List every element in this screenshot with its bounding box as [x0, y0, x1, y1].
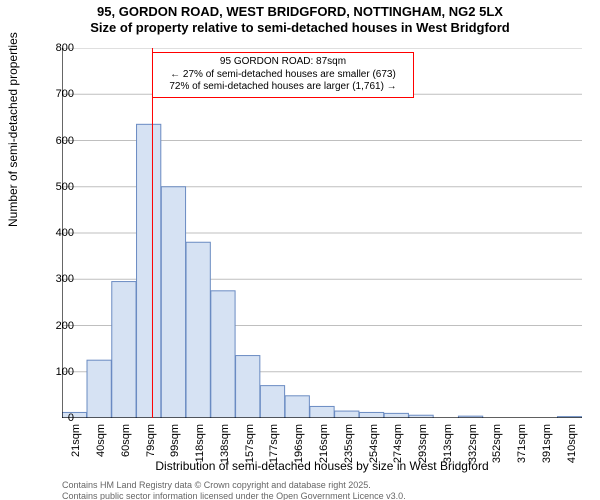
x-tick-label: 60sqm [120, 424, 132, 464]
callout-line-1: 95 GORDON ROAD: 87sqm [158, 56, 408, 69]
x-tick-label: 293sqm [417, 424, 429, 464]
x-tick-label: 138sqm [219, 424, 231, 464]
callout-line-2: ← 27% of semi-detached houses are smalle… [158, 69, 408, 82]
x-tick-label: 157sqm [244, 424, 256, 464]
x-tick-label: 40sqm [95, 424, 107, 464]
x-tick-label: 371sqm [516, 424, 528, 464]
x-tick-label: 235sqm [343, 424, 355, 464]
y-tick-label: 700 [24, 88, 74, 100]
x-tick-label: 332sqm [467, 424, 479, 464]
footer-line-1: Contains HM Land Registry data © Crown c… [62, 480, 406, 491]
x-tick-label: 21sqm [70, 424, 82, 464]
y-tick-label: 800 [24, 42, 74, 54]
x-tick-label: 274sqm [392, 424, 404, 464]
x-axis-label: Distribution of semi-detached houses by … [62, 459, 582, 473]
y-tick-label: 300 [24, 273, 74, 285]
y-tick-label: 0 [24, 412, 74, 424]
y-axis-label: Number of semi-detached properties [6, 32, 20, 227]
callout-line-3: 72% of semi-detached houses are larger (… [158, 81, 408, 94]
y-tick-label: 100 [24, 366, 74, 378]
x-tick-label: 254sqm [368, 424, 380, 464]
chart-area: 95 GORDON ROAD: 87sqm ← 27% of semi-deta… [62, 48, 582, 418]
histogram-plot [62, 48, 582, 418]
x-tick-label: 313sqm [442, 424, 454, 464]
y-tick-label: 200 [24, 320, 74, 332]
page-title: 95, GORDON ROAD, WEST BRIDGFORD, NOTTING… [0, 4, 600, 19]
x-tick-label: 410sqm [566, 424, 578, 464]
x-tick-label: 177sqm [268, 424, 280, 464]
marker-callout: 95 GORDON ROAD: 87sqm ← 27% of semi-deta… [152, 52, 414, 98]
x-tick-label: 99sqm [169, 424, 181, 464]
y-tick-label: 600 [24, 135, 74, 147]
footer-attribution: Contains HM Land Registry data © Crown c… [62, 480, 406, 500]
x-tick-label: 216sqm [318, 424, 330, 464]
x-tick-label: 391sqm [541, 424, 553, 464]
x-tick-label: 352sqm [491, 424, 503, 464]
page-subtitle: Size of property relative to semi-detach… [0, 20, 600, 35]
y-tick-label: 400 [24, 227, 74, 239]
x-tick-label: 118sqm [194, 424, 206, 464]
footer-line-2: Contains public sector information licen… [62, 491, 406, 500]
y-tick-label: 500 [24, 181, 74, 193]
x-tick-label: 79sqm [145, 424, 157, 464]
x-tick-label: 196sqm [293, 424, 305, 464]
